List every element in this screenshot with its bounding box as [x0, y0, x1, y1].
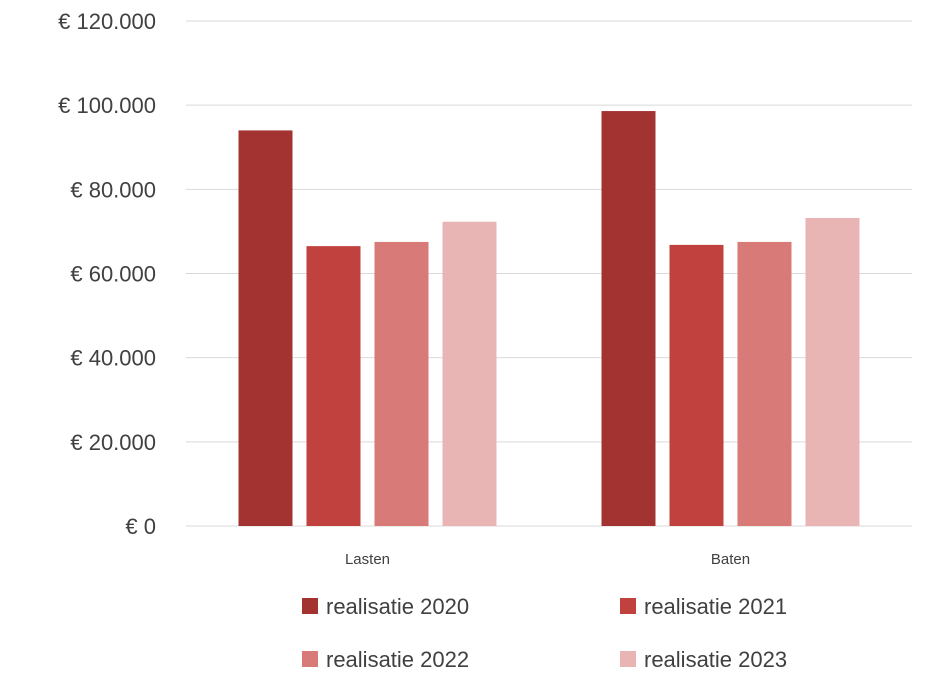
y-tick-label: € 60.000 — [70, 262, 156, 287]
bar-baten-2 — [669, 244, 724, 526]
x-tick-label: Baten — [711, 551, 750, 568]
y-tick-label: € 0 — [125, 514, 156, 539]
bar-baten-4 — [805, 217, 860, 526]
legend-item: realisatie 2022 — [302, 647, 469, 672]
y-tick-label: € 80.000 — [70, 177, 156, 202]
legend-swatch — [620, 598, 636, 614]
y-tick-label: € 20.000 — [70, 430, 156, 455]
bar-lasten-3 — [374, 241, 429, 526]
y-tick-label: € 40.000 — [70, 346, 156, 371]
y-tick-label: € 120.000 — [58, 9, 156, 34]
legend-label: realisatie 2021 — [644, 594, 787, 619]
legend-label: realisatie 2020 — [326, 594, 469, 619]
bar-lasten-2 — [306, 246, 361, 527]
bars — [238, 111, 860, 527]
legend-swatch — [302, 651, 318, 667]
legend-label: realisatie 2022 — [326, 647, 469, 672]
legend-swatch — [302, 598, 318, 614]
y-axis-labels: € 0 € 20.000 € 40.000 € 60.000 € 80.000 € 100… — [58, 9, 156, 539]
legend-item: realisatie 2020 — [302, 594, 469, 619]
gridlines — [186, 20, 912, 527]
x-axis-labels: Lasten Baten — [345, 551, 750, 568]
bar-lasten-4 — [442, 221, 497, 527]
y-tick-label: € 100.000 — [58, 93, 156, 118]
legend-label: realisatie 2023 — [644, 647, 787, 672]
legend-item: realisatie 2023 — [620, 647, 787, 672]
legend-item: realisatie 2021 — [620, 594, 787, 619]
bar-baten-1 — [601, 111, 656, 526]
x-tick-label: Lasten — [345, 551, 390, 568]
bar-baten-3 — [737, 241, 792, 526]
bar-lasten-1 — [238, 130, 293, 526]
legend-swatch — [620, 651, 636, 667]
legend: realisatie 2020 realisatie 2021 realisatie… — [302, 594, 787, 672]
